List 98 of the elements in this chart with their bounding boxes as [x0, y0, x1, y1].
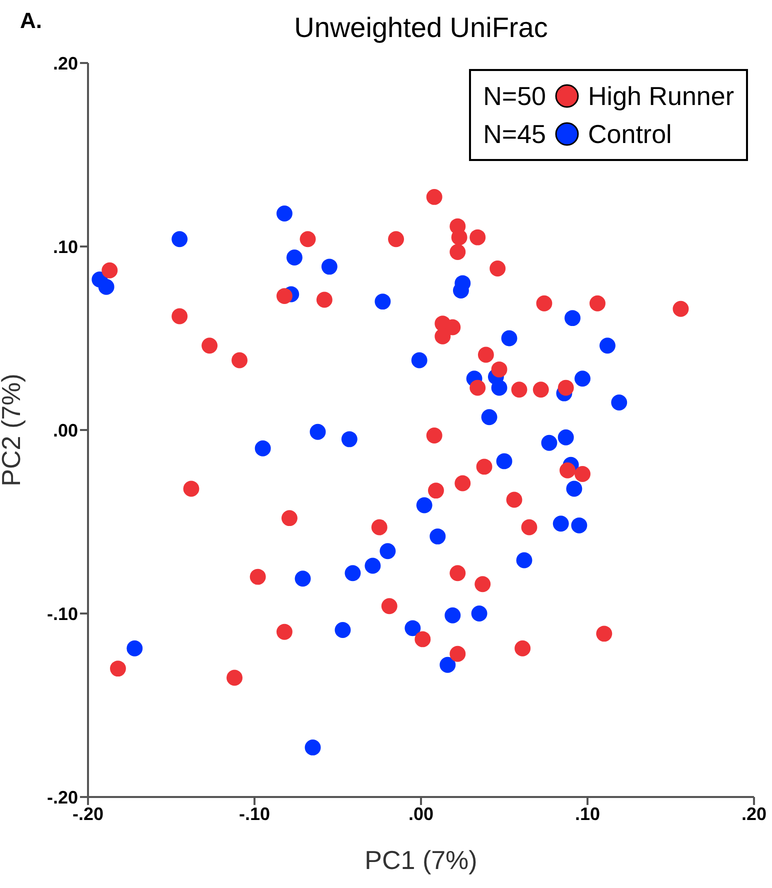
point — [490, 260, 506, 276]
x-tick-label: .10 — [574, 804, 600, 824]
point — [450, 565, 466, 582]
point — [334, 622, 351, 638]
point — [276, 624, 292, 640]
point — [596, 626, 612, 642]
legend-label: High Runner — [588, 80, 734, 112]
point — [404, 620, 421, 636]
point — [496, 453, 512, 470]
point — [316, 292, 332, 308]
point — [380, 543, 396, 560]
point — [102, 262, 118, 278]
point — [571, 517, 588, 534]
point — [611, 394, 628, 410]
point — [183, 480, 200, 497]
point — [434, 328, 451, 344]
point — [474, 576, 491, 592]
point — [172, 308, 188, 324]
text: A. — [20, 8, 42, 34]
point — [470, 229, 486, 246]
point — [481, 409, 498, 426]
point — [388, 231, 404, 248]
point — [310, 424, 326, 440]
point — [560, 462, 576, 478]
point — [541, 434, 558, 451]
point — [300, 231, 316, 248]
point — [574, 370, 590, 387]
annotation: N=50 — [483, 80, 546, 112]
point — [501, 330, 518, 346]
chart-title: Unweighted UniFrac — [293, 12, 549, 44]
point — [451, 229, 468, 246]
point — [416, 497, 432, 514]
point — [304, 739, 321, 756]
point — [250, 568, 266, 585]
point — [470, 380, 486, 396]
point — [536, 295, 552, 312]
point — [364, 558, 381, 574]
point — [172, 231, 188, 248]
point — [511, 382, 528, 398]
y-tick-label: -.10 — [46, 604, 78, 624]
point — [202, 338, 218, 354]
x-axis-title: PC1 (7%) — [364, 845, 478, 875]
x-tick-label: -.10 — [238, 804, 270, 824]
point — [226, 670, 242, 686]
point — [521, 519, 538, 536]
point — [98, 278, 114, 295]
legend-label: Control — [588, 118, 672, 150]
point — [344, 565, 361, 582]
point — [440, 656, 456, 673]
point — [450, 244, 466, 260]
point — [374, 294, 391, 310]
point — [430, 528, 446, 544]
point — [276, 206, 292, 222]
point — [426, 428, 442, 444]
point — [600, 338, 616, 354]
point — [566, 480, 582, 497]
point — [321, 258, 338, 275]
point — [444, 607, 461, 624]
point — [564, 310, 580, 326]
y-tick-label: .00 — [52, 420, 78, 440]
point — [341, 431, 358, 448]
point — [471, 606, 488, 622]
point — [491, 361, 508, 378]
point — [411, 352, 428, 368]
point — [294, 570, 311, 587]
point — [254, 440, 271, 456]
x-tick-label: .00 — [408, 804, 434, 824]
y-axis-title: PC2 (7%) — [0, 374, 26, 486]
y-tick-label: .10 — [52, 236, 78, 257]
point — [381, 598, 398, 614]
x-tick-label: .20 — [741, 804, 767, 824]
point — [558, 429, 574, 446]
point — [426, 188, 442, 205]
point — [281, 510, 298, 526]
point — [414, 631, 431, 648]
point — [590, 295, 606, 312]
point — [286, 250, 302, 266]
point — [126, 640, 143, 656]
point — [476, 458, 492, 475]
point — [574, 466, 590, 482]
point — [532, 382, 549, 398]
y-tick-label: .20 — [52, 53, 78, 74]
point — [491, 380, 508, 396]
point — [552, 516, 569, 532]
point — [232, 352, 248, 368]
annotation: N=45 — [483, 118, 546, 150]
point — [672, 300, 689, 317]
point — [276, 288, 292, 304]
point — [506, 492, 522, 508]
point — [454, 475, 471, 492]
point — [428, 482, 444, 499]
point — [558, 380, 574, 396]
point — [110, 660, 126, 677]
point — [450, 646, 466, 662]
point — [371, 519, 388, 536]
point — [514, 640, 531, 656]
point — [478, 346, 494, 363]
point — [516, 552, 532, 568]
